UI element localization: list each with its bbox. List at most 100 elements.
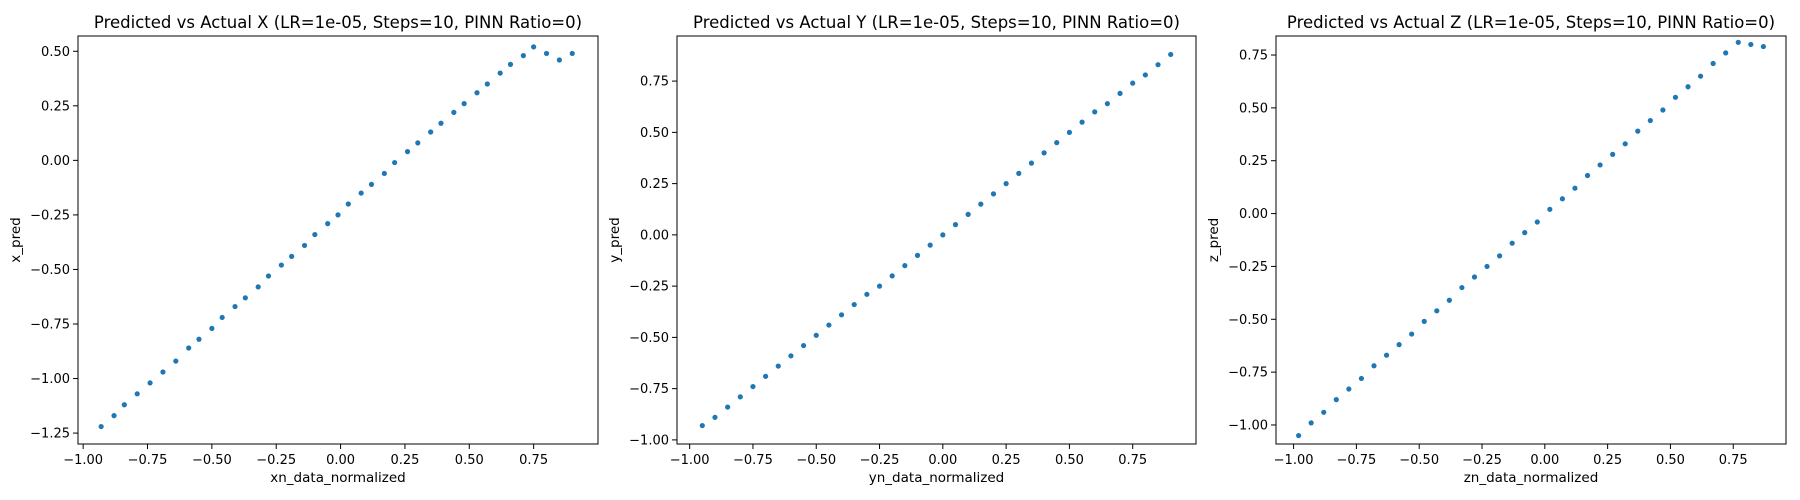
data-point-x: [160, 369, 166, 375]
data-point-y: [876, 283, 883, 289]
chart-title-y: Predicted vs Actual Y (LR=1e-05, Steps=1…: [693, 13, 1180, 32]
y-tick-label-x: −0.25: [30, 208, 70, 223]
data-point-z: [1484, 263, 1490, 270]
data-point-x: [209, 325, 215, 331]
data-point-x: [121, 402, 127, 408]
x-tick-label-y: −0.75: [733, 453, 773, 468]
data-point-z: [1446, 297, 1452, 303]
data-point-z: [1396, 342, 1402, 348]
data-point-z: [1333, 397, 1339, 403]
data-point-x: [358, 190, 364, 196]
data-point-y: [775, 363, 781, 369]
data-point-z: [1308, 420, 1314, 426]
data-point-x: [507, 61, 514, 67]
data-point-x: [484, 81, 490, 87]
y-tick-label-z: 0.00: [1239, 207, 1268, 222]
y-tick-label-x: 0.00: [41, 154, 70, 169]
data-point-y: [902, 263, 908, 269]
data-point-z: [1697, 73, 1704, 79]
y-tick-label-y: 0.00: [640, 228, 669, 243]
data-point-x: [265, 273, 272, 279]
data-point-z: [1685, 84, 1691, 90]
data-point-z: [1547, 206, 1553, 212]
y-tick-label-y: 0.50: [640, 126, 669, 141]
data-point-y: [914, 252, 921, 258]
data-point-z: [1723, 50, 1729, 56]
x-tick-label-y: −0.25: [860, 453, 900, 468]
data-point-z: [1383, 352, 1390, 358]
data-point-z: [1321, 409, 1327, 415]
x-tick-label-y: 0.50: [1055, 453, 1084, 468]
axes-frame-y: [676, 35, 1197, 445]
data-point-x: [278, 262, 284, 268]
data-point-x: [289, 253, 295, 259]
data-point-y: [1168, 51, 1174, 58]
data-point-y: [1003, 181, 1009, 187]
data-point-y: [927, 242, 933, 248]
data-point-x: [219, 314, 225, 321]
y-tick-label-x: −1.25: [30, 427, 70, 442]
data-point-x: [186, 345, 192, 351]
data-point-x: [474, 90, 480, 96]
data-point-z: [1459, 284, 1465, 291]
data-point-x: [325, 221, 331, 227]
data-point-y: [1104, 101, 1110, 107]
x-tick-label-z: 0.75: [1719, 453, 1748, 468]
data-point-x: [111, 413, 117, 419]
data-point-x: [381, 170, 387, 177]
data-point-z: [1760, 43, 1766, 50]
data-point-y: [788, 353, 794, 359]
data-point-x: [196, 336, 202, 342]
x-tick-label-y: −1.00: [670, 453, 710, 468]
data-point-y: [851, 301, 857, 308]
data-point-y: [800, 342, 807, 349]
data-point-z: [1296, 432, 1302, 439]
x-tick-label-z: −0.50: [1399, 453, 1439, 468]
x-tick-label-z: −0.25: [1462, 453, 1502, 468]
y-tick-label-x: 0.25: [41, 99, 70, 114]
y-tick-label-x: −0.75: [30, 318, 70, 333]
data-point-x: [312, 231, 318, 238]
data-point-x: [147, 380, 153, 386]
data-point-x: [428, 129, 434, 135]
x-tick-label-z: −1.00: [1274, 453, 1314, 468]
data-point-z: [1622, 141, 1628, 147]
data-point-x: [497, 70, 503, 76]
y-tick-label-y: 0.25: [640, 177, 669, 192]
data-point-z: [1509, 240, 1515, 246]
data-point-x: [232, 303, 238, 310]
data-point-z: [1710, 60, 1716, 67]
data-point-z: [1748, 41, 1754, 48]
y-axis-label-x: x_pred: [8, 217, 24, 262]
data-point-y: [838, 312, 845, 318]
data-point-x: [368, 181, 375, 187]
y-tick-label-z: −0.25: [1228, 260, 1268, 275]
data-point-y: [725, 404, 731, 410]
x-axis-label-y: yn_data_normalized: [869, 470, 1004, 486]
data-point-y: [763, 373, 769, 379]
data-point-y: [864, 291, 870, 297]
y-tick-label-z: −1.00: [1228, 418, 1268, 433]
data-point-z: [1471, 274, 1478, 280]
y-tick-label-y: −0.50: [629, 331, 669, 346]
x-tick-label-x: 0.75: [519, 453, 548, 468]
data-point-z: [1358, 375, 1365, 382]
data-point-x: [569, 50, 575, 57]
chart-title-z: Predicted vs Actual Z (LR=1e-05, Steps=1…: [1287, 13, 1775, 32]
data-point-z: [1735, 39, 1741, 45]
data-point-y: [826, 322, 832, 328]
data-point-y: [889, 273, 895, 279]
data-point-z: [1672, 94, 1679, 100]
data-point-z: [1371, 363, 1377, 369]
chart-title-x: Predicted vs Actual X (LR=1e-05, Steps=1…: [94, 13, 582, 32]
data-point-z: [1572, 185, 1578, 191]
y-tick-label-z: 0.75: [1239, 49, 1268, 64]
data-point-x: [461, 101, 467, 107]
y-tick-label-y: −0.25: [629, 280, 669, 295]
data-point-x: [543, 50, 550, 57]
data-point-y: [699, 422, 705, 429]
data-point-y: [1066, 129, 1073, 135]
data-point-y: [990, 191, 997, 197]
x-tick-label-y: −0.50: [796, 453, 836, 468]
